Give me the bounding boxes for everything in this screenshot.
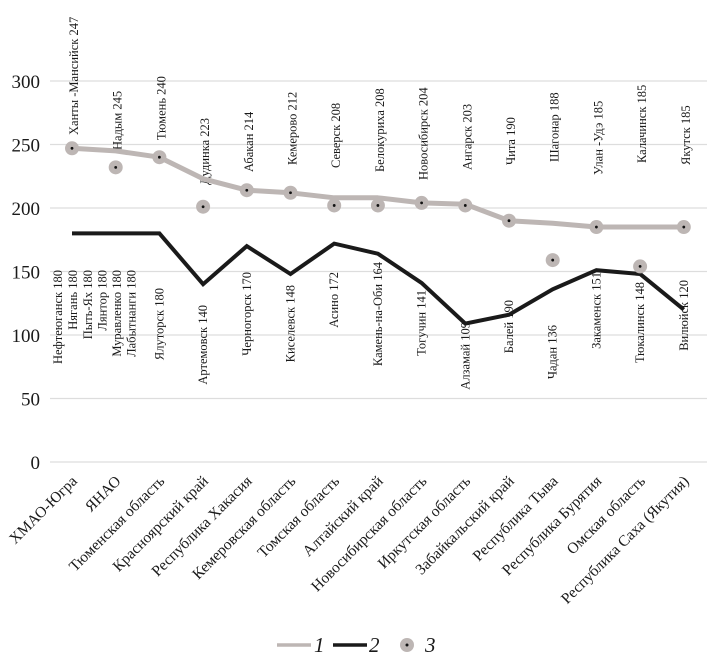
series-2-data-label: Балей 190 — [502, 300, 516, 353]
series-2-line — [72, 231, 686, 326]
series-2-data-label: Муравленко 180 — [110, 270, 124, 357]
x-category-label: ЯНАО — [82, 473, 125, 516]
series-1-data-label: Чита 190 — [504, 117, 518, 165]
series-2-data-label: Ялуторск 180 — [152, 288, 166, 360]
series-3-point-center — [70, 146, 74, 150]
series-3-point-center — [420, 201, 423, 205]
series-1-line — [71, 145, 684, 230]
y-tick-label: 250 — [12, 136, 41, 157]
series-2-data-label: Киселевск 148 — [284, 285, 298, 362]
series-1-data-label: Якутск 185 — [679, 105, 693, 165]
series-1-data-label: Ханты -Мансийск 247 — [67, 17, 81, 135]
series-2-data-label: Закаменск 151 — [589, 272, 603, 349]
series-1-data-label: Тюмень 240 — [154, 76, 168, 140]
series-3-point-center — [201, 205, 205, 209]
series-2-annotations: Нефтеюганск 180 Нягань 180 Пыть-Ях 180 Лянт… — [51, 261, 691, 389]
legend-label-series-2: 2 — [369, 633, 380, 657]
series-3-point-center — [595, 225, 598, 229]
y-tick-label: 100 — [12, 326, 41, 347]
series-1-data-label: Белокуриха 208 — [373, 88, 387, 172]
legend: 1 2 3 — [277, 633, 436, 657]
y-tick-label: 150 — [12, 263, 41, 284]
series-1-data-label: Надым 245 — [111, 91, 125, 150]
series-2-data-label: Тогучин 141 — [415, 290, 429, 356]
series-2-data-label: Черногорск 170 — [240, 272, 254, 356]
series-3-point-center — [114, 165, 118, 169]
series-2-data-label: Пыть-Ях 180 — [81, 270, 95, 339]
series-3-point-center — [682, 225, 686, 229]
series-3-points — [65, 141, 691, 274]
series-3-point-center — [507, 219, 511, 223]
series-2-data-label: Камень-на-Оби 164 — [371, 261, 385, 366]
series-1-data-label: Кемерово 212 — [286, 92, 300, 165]
series-1-data-label: Северск 208 — [329, 103, 343, 168]
y-tick-label: 300 — [12, 72, 41, 93]
series-2-data-label: Нефтеюганск 180 — [51, 270, 65, 364]
series-2-data-label: Лабытнанги 180 — [125, 270, 139, 357]
series-1-data-label: Новосибирск 204 — [417, 87, 431, 180]
series-2-data-label: Нягань 180 — [66, 270, 80, 330]
series-2-data-label: Лянтор 180 — [96, 270, 110, 331]
series-3-point-center — [245, 188, 249, 192]
series-1-data-label: Абакан 214 — [242, 111, 256, 172]
series-1-data-label: Калачинск 185 — [635, 85, 649, 163]
series-1-data-label: Шагонар 188 — [548, 92, 562, 162]
series-3-point-center — [332, 204, 336, 207]
series-1-annotations: Ханты -Мансийск 247 Надым 245 Тюмень 240 Ду… — [67, 17, 693, 185]
series-2-data-label: Асино 172 — [327, 272, 341, 328]
series-1-data-label: Дудинка 223 — [198, 118, 212, 185]
series-3-point-center — [638, 265, 642, 268]
series-2-data-label: Артемовск 140 — [196, 305, 210, 385]
legend-marker-series-3-center — [405, 643, 409, 647]
series-3-point-center — [463, 204, 467, 207]
series-3-point-center — [551, 258, 555, 262]
legend-label-series-3: 3 — [424, 633, 436, 657]
y-tick-label: 0 — [31, 453, 41, 474]
series-1-data-label: Ангарск 203 — [460, 104, 474, 170]
x-category-label: Омская область — [564, 473, 649, 558]
y-tick-label: 50 — [21, 390, 40, 411]
y-axis-tick-labels: 0 50 100 150 200 250 300 — [12, 72, 41, 474]
series-2-data-label: Алзамай 109 — [458, 322, 472, 390]
x-category-label: ХМАО-Югра — [6, 473, 81, 548]
legend-label-series-1: 1 — [314, 633, 325, 657]
series-3-point-center — [289, 191, 292, 195]
series-2-data-label: Чадан 136 — [546, 325, 560, 379]
series-3-point-center — [158, 155, 161, 159]
series-2-data-label: Вилюйск 120 — [677, 280, 691, 351]
series-1-data-label: Улан -Удэ 185 — [591, 101, 605, 175]
series-2-data-label: Тюкалинск 148 — [633, 282, 647, 363]
y-tick-label: 200 — [12, 199, 41, 220]
series-3-point-center — [376, 204, 380, 207]
